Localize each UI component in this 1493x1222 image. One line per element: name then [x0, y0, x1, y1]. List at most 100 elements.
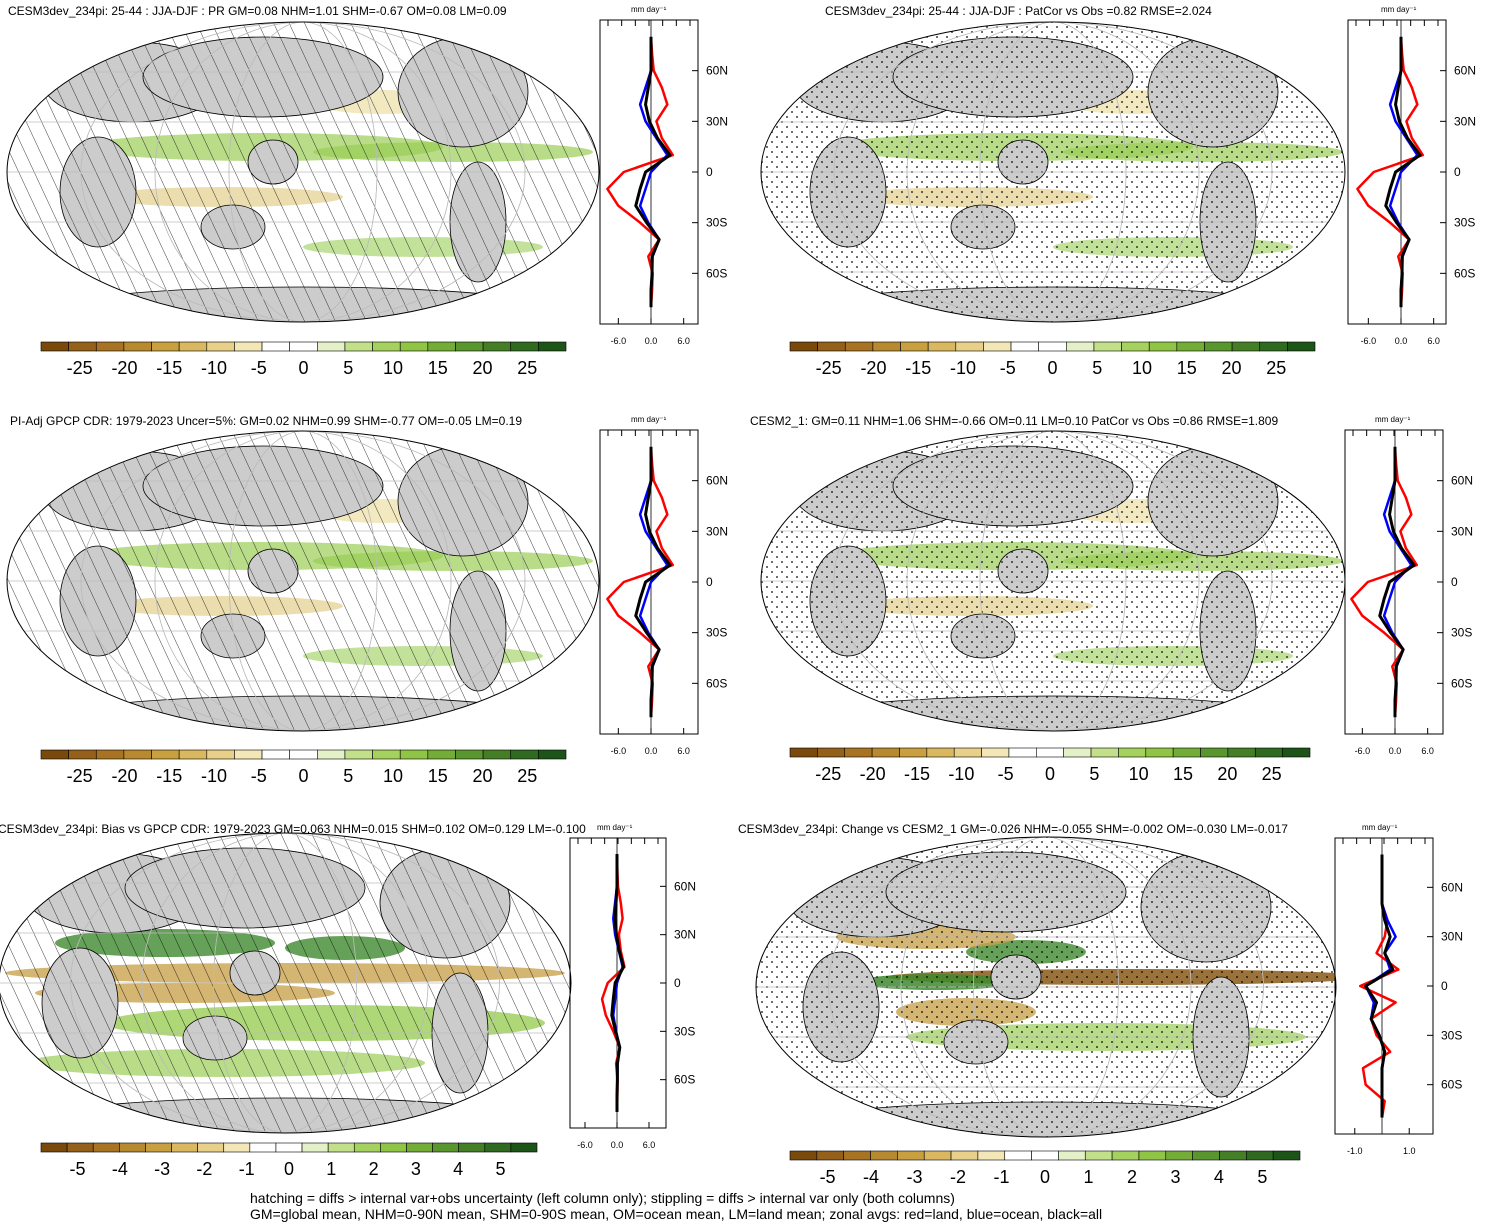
colorbar-cell [900, 341, 929, 352]
colorbar-tick-label: -5 [70, 1159, 86, 1179]
colorbar-cell [301, 1142, 329, 1153]
colorbar-tick-label: -1 [994, 1167, 1010, 1187]
colorbar-cell [510, 749, 539, 760]
colorbar-cell [897, 1150, 925, 1161]
colorbar-cell [844, 747, 873, 758]
colorbar-cell [1287, 341, 1316, 352]
zonal-curve-all [634, 36, 672, 308]
zonal-units-label: mm day⁻¹ [631, 5, 667, 14]
colorbar-cell [458, 1142, 486, 1153]
colorbar-cell [1145, 747, 1174, 758]
map-content [0, 833, 571, 1133]
colorbar-cell [1172, 747, 1201, 758]
colorbar: -25 -20 -15 -10 -5 0 5 10 15 20 25 [40, 749, 567, 786]
colorbar-tick-label: -25 [816, 358, 842, 378]
zonal-units-label: mm day⁻¹ [597, 823, 633, 832]
colorbar-tick-label: -5 [820, 1167, 836, 1187]
colorbar-cell [1093, 341, 1122, 352]
colorbar-cell [981, 747, 1010, 758]
colorbar-cell [275, 1142, 303, 1153]
lat-tick-label: 30S [1451, 626, 1472, 640]
colorbar-tick-label: 5 [1257, 1167, 1267, 1187]
lat-tick-label: 0 [674, 976, 681, 990]
colorbar-cell [1227, 747, 1256, 758]
x-tick-label: 6.0 [677, 336, 690, 346]
colorbar-cell [510, 1142, 538, 1153]
colorbar-cell [872, 341, 901, 352]
x-tick-label: 0.0 [611, 1140, 624, 1150]
graticule-meridian [80, 431, 526, 731]
colorbar-cell [317, 341, 346, 352]
panel-title: PI-Adj GPCP CDR: 1979-2023 Uncer=5%: GM=… [10, 414, 523, 428]
lat-tick-label: 60S [1451, 676, 1472, 690]
graticule-meridian [213, 833, 357, 1133]
map-border [6, 430, 600, 732]
zonal-curve-land [600, 854, 626, 1112]
lat-tick-label: 30N [1451, 524, 1473, 538]
colorbar-cell [95, 749, 125, 760]
colorbar-tick-label: 5 [343, 766, 353, 786]
colorbar: -25 -20 -15 -10 -5 0 5 10 15 20 25 [40, 341, 567, 378]
colorbar-cell [926, 747, 955, 758]
colorbar-tick-label: -1 [239, 1159, 255, 1179]
colorbar-tick-label: 20 [1222, 358, 1242, 378]
colorbar-cell [399, 749, 429, 760]
map-content [7, 431, 599, 731]
colorbar-tick-label: 10 [383, 358, 403, 378]
colorbar-cell [406, 1142, 433, 1153]
panel-title: CESM3dev_234pi: Bias vs GPCP CDR: 1979-2… [0, 822, 586, 836]
x-tick-label: 6.0 [1427, 336, 1440, 346]
colorbar-cell [816, 1150, 844, 1161]
colorbar-cell [151, 749, 180, 760]
graticule-meridian [828, 837, 1264, 1137]
colorbar-cell [1084, 1150, 1113, 1161]
x-tick-label: -6.0 [577, 1140, 593, 1150]
colorbar-tick-label: -10 [948, 764, 974, 784]
colorbar-cell [870, 1150, 898, 1161]
lat-tick-label: 60N [1454, 64, 1476, 78]
lat-tick-label: 60S [1454, 266, 1475, 280]
colorbar-cell [950, 1150, 979, 1161]
x-tick-label: 0.0 [1395, 336, 1408, 346]
colorbar-cell [1118, 747, 1147, 758]
colorbar-tick-label: 0 [1040, 1167, 1050, 1187]
colorbar-tick-label: 5 [343, 358, 353, 378]
lat-tick-label: 60S [1441, 1078, 1462, 1092]
colorbar-cell [399, 341, 429, 352]
lat-tick-label: 30S [1454, 216, 1475, 230]
colorbar-cell [455, 749, 484, 760]
graticule-meridian [973, 837, 1119, 1137]
colorbar-tick-label: -5 [998, 764, 1014, 784]
graticule-meridian [833, 431, 1273, 731]
colorbar-cell [261, 341, 290, 352]
graticule-meridian [141, 833, 429, 1133]
colorbar-cell [1282, 747, 1311, 758]
colorbar-tick-label: -15 [905, 358, 931, 378]
lat-tick-label: 30N [706, 524, 728, 538]
colorbar-cell [95, 341, 125, 352]
lat-tick-label: 60S [674, 1073, 695, 1087]
graticule-meridian [154, 22, 452, 322]
colorbar-cell [145, 1142, 172, 1153]
colorbar-tick-label: -4 [863, 1167, 879, 1187]
map-p2 [760, 21, 1346, 323]
colorbar-cell [1200, 747, 1229, 758]
zonal-axes-frame [599, 429, 699, 735]
colorbar-cell [983, 341, 1012, 352]
colorbar-cell [482, 341, 512, 352]
colorbar-tick-label: 4 [1214, 1167, 1224, 1187]
graticule-meridian [228, 22, 378, 322]
colorbar: -25 -20 -15 -10 -5 0 5 10 15 20 25 [789, 341, 1316, 378]
colorbar-tick-label: -20 [111, 766, 137, 786]
colorbar-cell [1176, 341, 1205, 352]
colorbar-tick-label: -2 [196, 1159, 212, 1179]
colorbar-tick-label: 2 [1127, 1167, 1137, 1187]
colorbar-cell [261, 749, 290, 760]
map-p1 [6, 21, 600, 323]
colorbar-cell [1031, 1150, 1059, 1161]
colorbar-tick-label: 3 [1170, 1167, 1180, 1187]
colorbar-cell [223, 1142, 251, 1153]
zonal-curve-land [1350, 446, 1419, 718]
colorbar-cell [482, 749, 512, 760]
colorbar-cell [197, 1142, 225, 1153]
